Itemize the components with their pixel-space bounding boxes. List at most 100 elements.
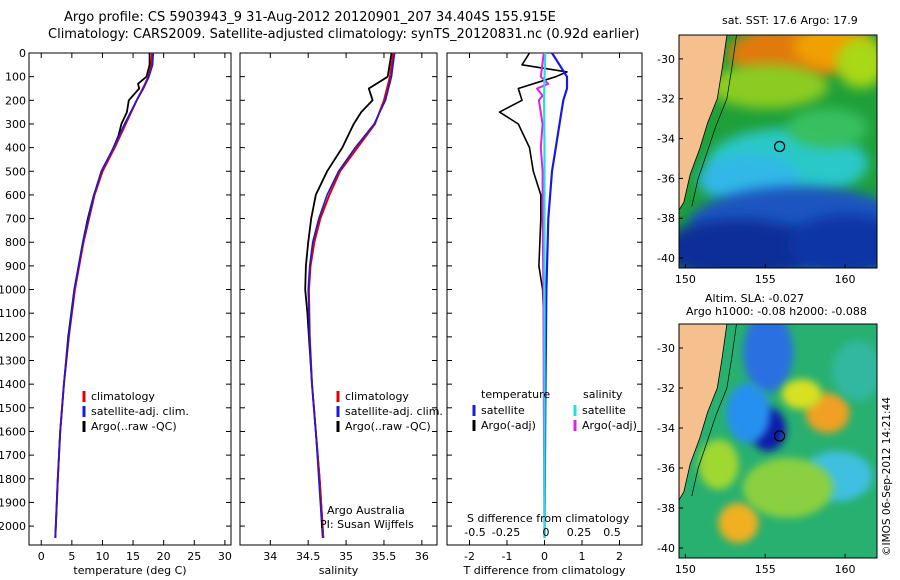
x-tick-label: -2 [464,550,475,563]
series-line-climatology [54,52,153,538]
diff-legend-temp-label-1: Argo(-adj) [481,419,536,432]
map-y-tick-label: -34 [657,133,675,146]
map-x-tick-label: 160 [835,563,856,576]
series-line-t-argo [498,52,568,538]
land-mass [679,324,728,501]
y-tick-label: 500 [5,165,26,178]
sst-patch-8 [787,214,877,268]
sla-patch-4 [781,379,822,410]
temp-legend-label-2: Argo(..raw -QC) [91,420,177,433]
sst-patch-3 [836,37,877,88]
sla-patch-8 [832,340,877,401]
y-tick-label: 300 [5,118,26,131]
x-tick-label: 34.5 [296,550,321,563]
sst-patch-9 [787,108,868,149]
y-tick-label: 800 [5,236,26,249]
series-line-s-satellite [542,52,547,538]
y-tick-label: 1000 [0,284,26,297]
y-tick-label: 1500 [0,402,26,415]
sst-map-title: sat. SST: 17.6 Argo: 17.9 [722,14,858,27]
series-line-satellite [307,52,396,538]
y-tick-label: 100 [5,71,26,84]
sla-patch-9 [698,439,739,490]
x-tick-label: 25 [187,550,201,563]
diff-legend-header-salinity: salinity [583,388,623,401]
diff-legend-sal-label-1: Argo(-adj) [582,419,637,432]
top-tick-label-0: -0.5 [464,526,485,539]
sal-legend-label-2: Argo(..raw -QC) [345,420,431,433]
top-tick-label-1: -0.25 [492,526,520,539]
sla-patch-0 [743,324,794,393]
top-tick-label-4: 0.5 [603,526,621,539]
sst-field [679,35,877,268]
y-tick-label: 1300 [0,355,26,368]
top-axis-label: S difference from climatology [467,512,630,525]
y-tick-label: 1400 [0,378,26,391]
argo-float-marker [773,140,786,153]
map-frame [678,34,878,269]
sla-patch-5 [718,502,759,543]
map-y-tick-label: -36 [657,462,675,475]
salinity-profile: 34 34.5 35 35.5 36 salinity climatology satelli… [239,52,443,577]
land-mass [679,35,728,211]
series-line-t-satellite [543,52,569,538]
map-y-tick-label: -32 [657,382,675,395]
x-tick-label: 2 [616,550,623,563]
imos-timestamp: ©IMOS 06-Sep-2012 14:21:44 [881,397,893,556]
x-tick-label: 0 [541,550,548,563]
y-tick-label: 1900 [0,496,26,509]
map-x-tick-label: 155 [755,563,776,576]
map-frame [678,323,878,559]
plot-frame [28,52,232,546]
top-tick-label-3: 0.25 [567,526,592,539]
map-y-tick-label: -30 [657,53,675,66]
x-tick-label: 5 [68,550,75,563]
map-y-tick-label: -34 [657,422,675,435]
map-y-tick-label: -38 [657,502,675,515]
y-tick-label: 1700 [0,449,26,462]
map-x-tick-label: 160 [835,273,856,286]
annotation-argo-australia: Argo Australia [327,504,405,517]
y-tick-label: 1600 [0,425,26,438]
y-tick-label: 900 [5,260,26,273]
sla-patch-7 [742,457,833,518]
series-line-argo [54,53,151,538]
y-tick-label: 0 [19,47,26,60]
sla-map-title: Altim. SLA: -0.027 [705,292,804,305]
map-y-tick-label: -40 [657,542,675,555]
map-y-tick-label: -30 [657,342,675,355]
diff-legend-header-temperature: temperature [481,388,550,401]
map-y-tick-label: -36 [657,172,675,185]
shelf-contour [691,35,737,207]
diff-legend-temp-label-0: satellite [481,404,525,417]
map-y-tick-label: -40 [657,252,675,265]
x-axis-label: temperature (deg C) [73,564,186,577]
map-x-tick-label: 150 [675,273,696,286]
x-tick-label: 0 [38,550,45,563]
y-tick-label: 600 [5,189,26,202]
x-tick-label: -1 [502,550,513,563]
plot-frame [239,52,438,546]
argo-float-marker [773,430,786,442]
map-y-tick-label: -32 [657,93,675,106]
title-line-2: Climatology: CARS2009. Satellite-adjuste… [48,27,640,42]
x-tick-label: 35 [339,550,353,563]
x-tick-label: 20 [157,550,171,563]
x-tick-label: 30 [218,550,232,563]
sal-legend-label-0: climatology [345,390,409,403]
sst-map: 150 155 160 -30 -32 -34 -36 -38 -40 sat. SST: 17.… [657,14,878,286]
x-axis-label: T difference from climatology [463,564,626,577]
x-tick-label: 15 [126,550,140,563]
x-axis-label: salinity [319,564,359,577]
y-tick-label: 200 [5,94,26,107]
y-tick-label: 700 [5,213,26,226]
difference-profile: -2 -1 0 1 2T difference from climatology temp… [446,52,643,577]
sla-map: 150 155 160 -30 -32 -34 -36 -38 -40 Altim. SLA: -… [657,292,878,576]
title-line-1: Argo profile: CS 5903943_9 31-Aug-2012 2… [64,10,556,25]
sst-patch-7 [679,219,819,268]
y-tick-label: 1800 [0,473,26,486]
temp-legend-label-1: satellite-adj. clim. [91,405,189,418]
series-line-climatology [307,52,395,538]
temp-legend-label-0: climatology [91,390,155,403]
